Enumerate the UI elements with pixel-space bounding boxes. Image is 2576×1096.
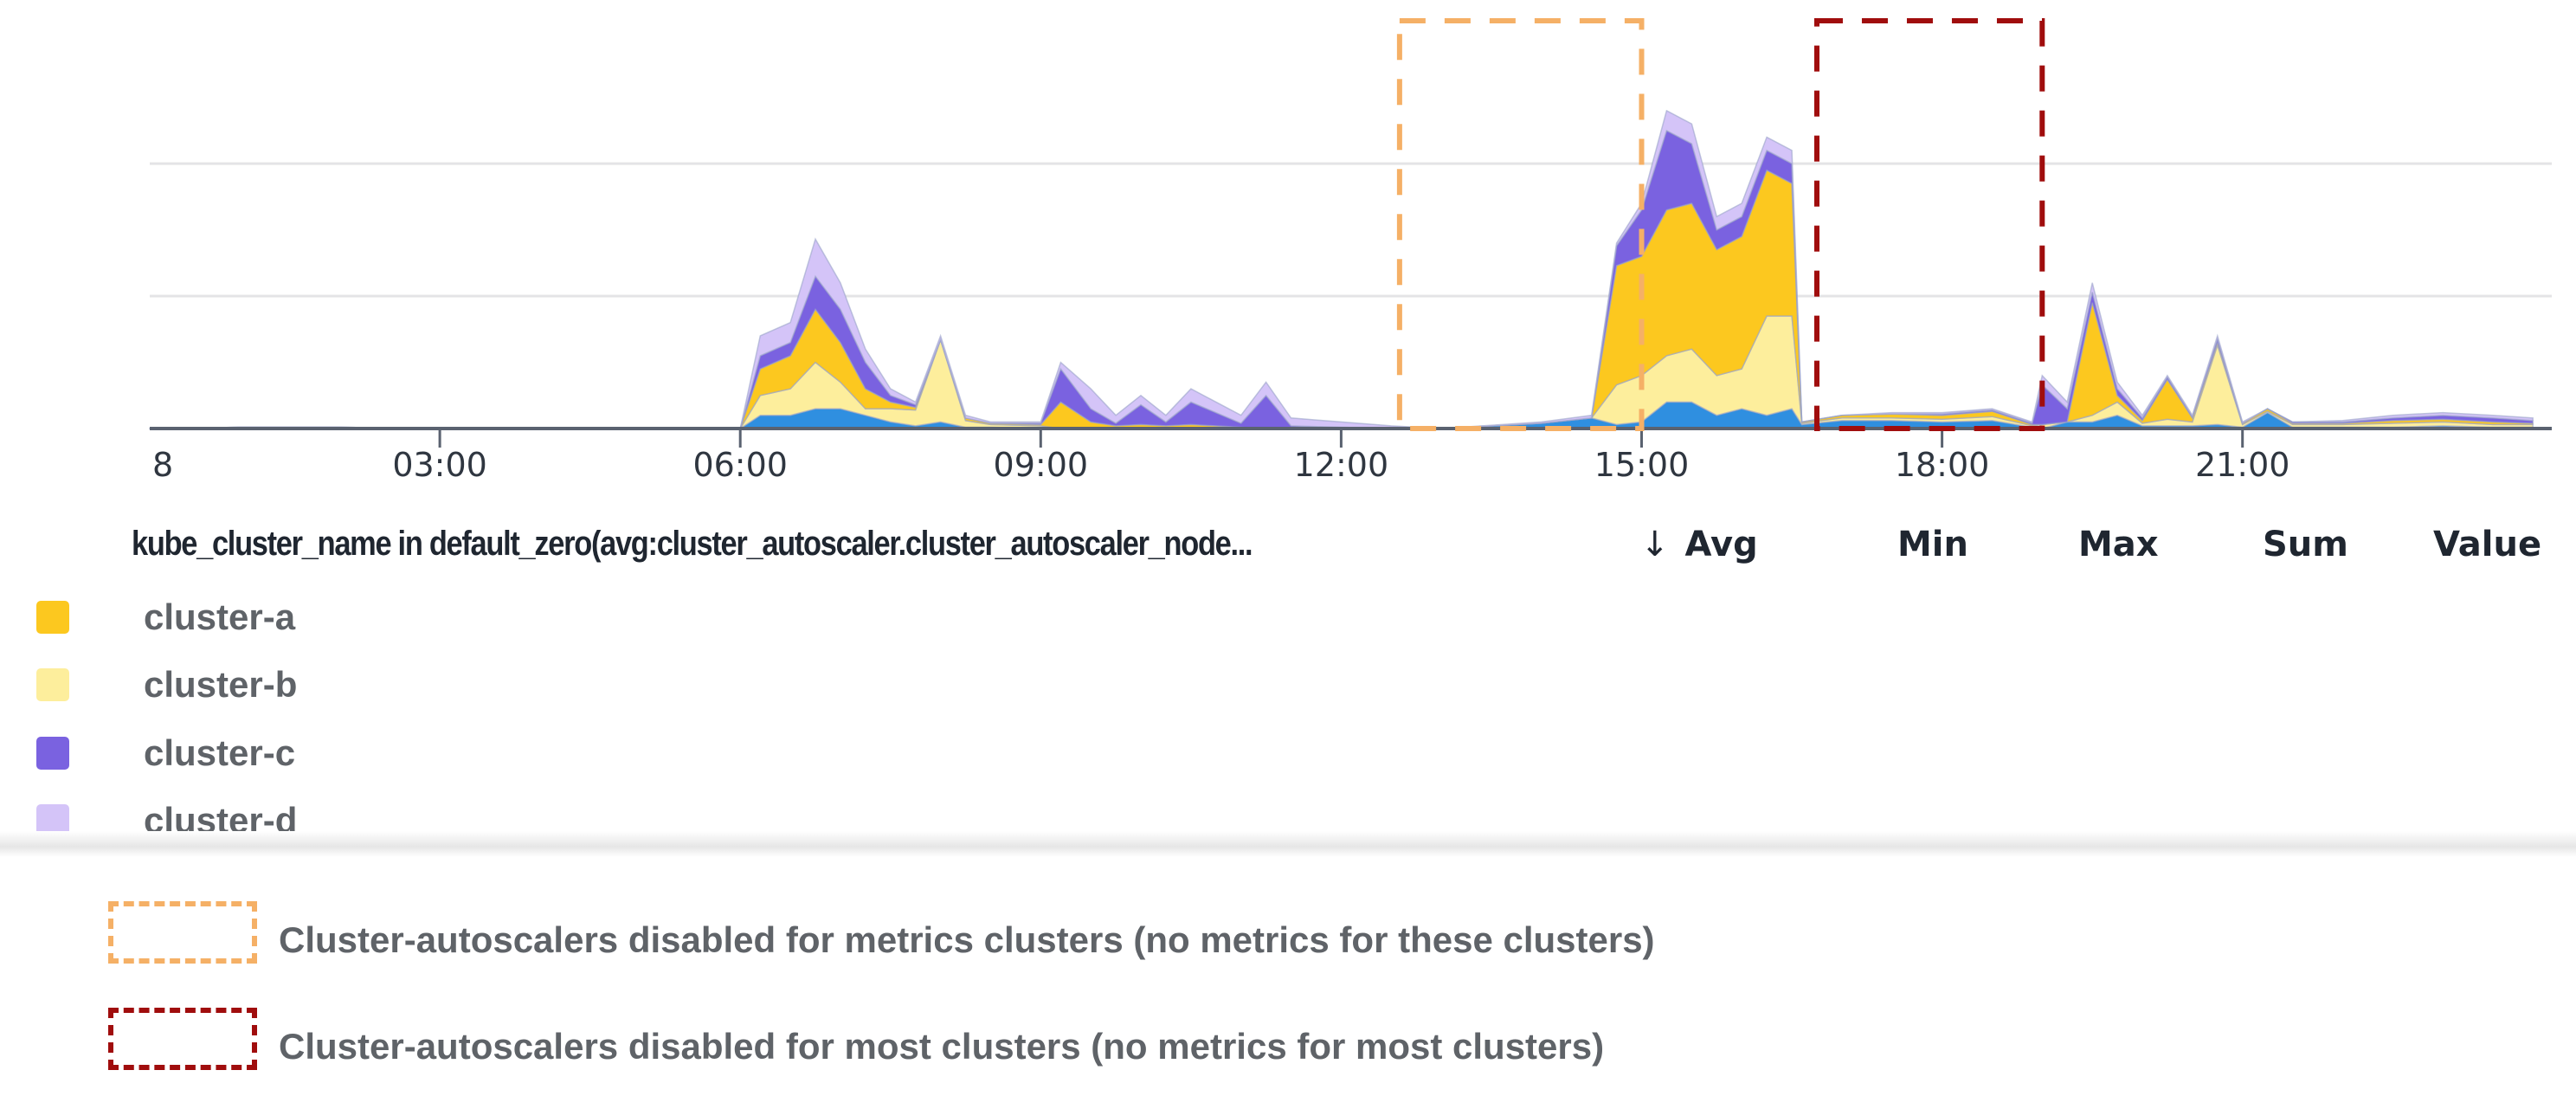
x-tick-label: 06:00 — [692, 446, 788, 484]
x-tick-label: 18:00 — [1895, 446, 1990, 484]
x-tick-label: 09:00 — [994, 446, 1089, 484]
legend-swatch — [36, 668, 69, 701]
series-areas — [149, 109, 2534, 429]
x-tick-label: 15:00 — [1594, 446, 1690, 484]
legend-item-cluster-a[interactable]: cluster-a — [36, 596, 295, 639]
legend-column-avg[interactable]: ↓ Avg — [1640, 525, 1758, 564]
note-red: Cluster-autoscalers disabled for most cl… — [279, 1026, 1605, 1067]
gridlines — [150, 162, 2552, 298]
legend-item-cluster-c[interactable]: cluster-c — [36, 732, 295, 775]
legend-column-min[interactable]: Min — [1897, 525, 1968, 564]
legend-item-label: cluster-b — [144, 664, 298, 705]
x-tick-label: 03:00 — [392, 446, 487, 484]
legend-column-avg-label: Avg — [1684, 525, 1758, 564]
orange-dashed-box-key — [108, 901, 257, 964]
orange-dashed-annotation — [1396, 18, 1645, 431]
legend-column-value[interactable]: Value — [2433, 525, 2542, 564]
section-divider — [0, 831, 2576, 857]
legend-column-sum[interactable]: Sum — [2263, 525, 2348, 564]
legend-swatch — [36, 601, 69, 634]
x-tick-label-partial: 8 — [152, 446, 173, 484]
area-cluster-d — [149, 109, 2534, 429]
x-axis-ticks: 03:00 06:00 09:00 12:00 15:00 18:00 21:00 — [392, 430, 2289, 484]
legend-column-max[interactable]: Max — [2078, 525, 2159, 564]
red-dashed-box-key — [108, 1008, 257, 1070]
stacked-area-chart: 03:00 06:00 09:00 12:00 15:00 18:00 21:00 8 — [149, 18, 2552, 484]
x-tick-label: 12:00 — [1294, 446, 1389, 484]
area-cluster-c — [149, 129, 2534, 429]
arrow-down-icon: ↓ — [1640, 525, 1670, 564]
red-dashed-annotation — [1813, 18, 2045, 431]
legend-swatch — [36, 737, 69, 770]
x-tick-label: 21:00 — [2195, 446, 2290, 484]
note-orange: Cluster-autoscalers disabled for metrics… — [279, 919, 1655, 960]
legend-item-label: cluster-c — [144, 732, 296, 773]
legend-item-cluster-b[interactable]: cluster-b — [36, 663, 297, 706]
legend-header-query[interactable]: kube_cluster_name in default_zero(avg:cl… — [132, 525, 1253, 563]
legend-item-label: cluster-a — [144, 596, 296, 637]
annotation-boxes — [1396, 18, 2045, 431]
